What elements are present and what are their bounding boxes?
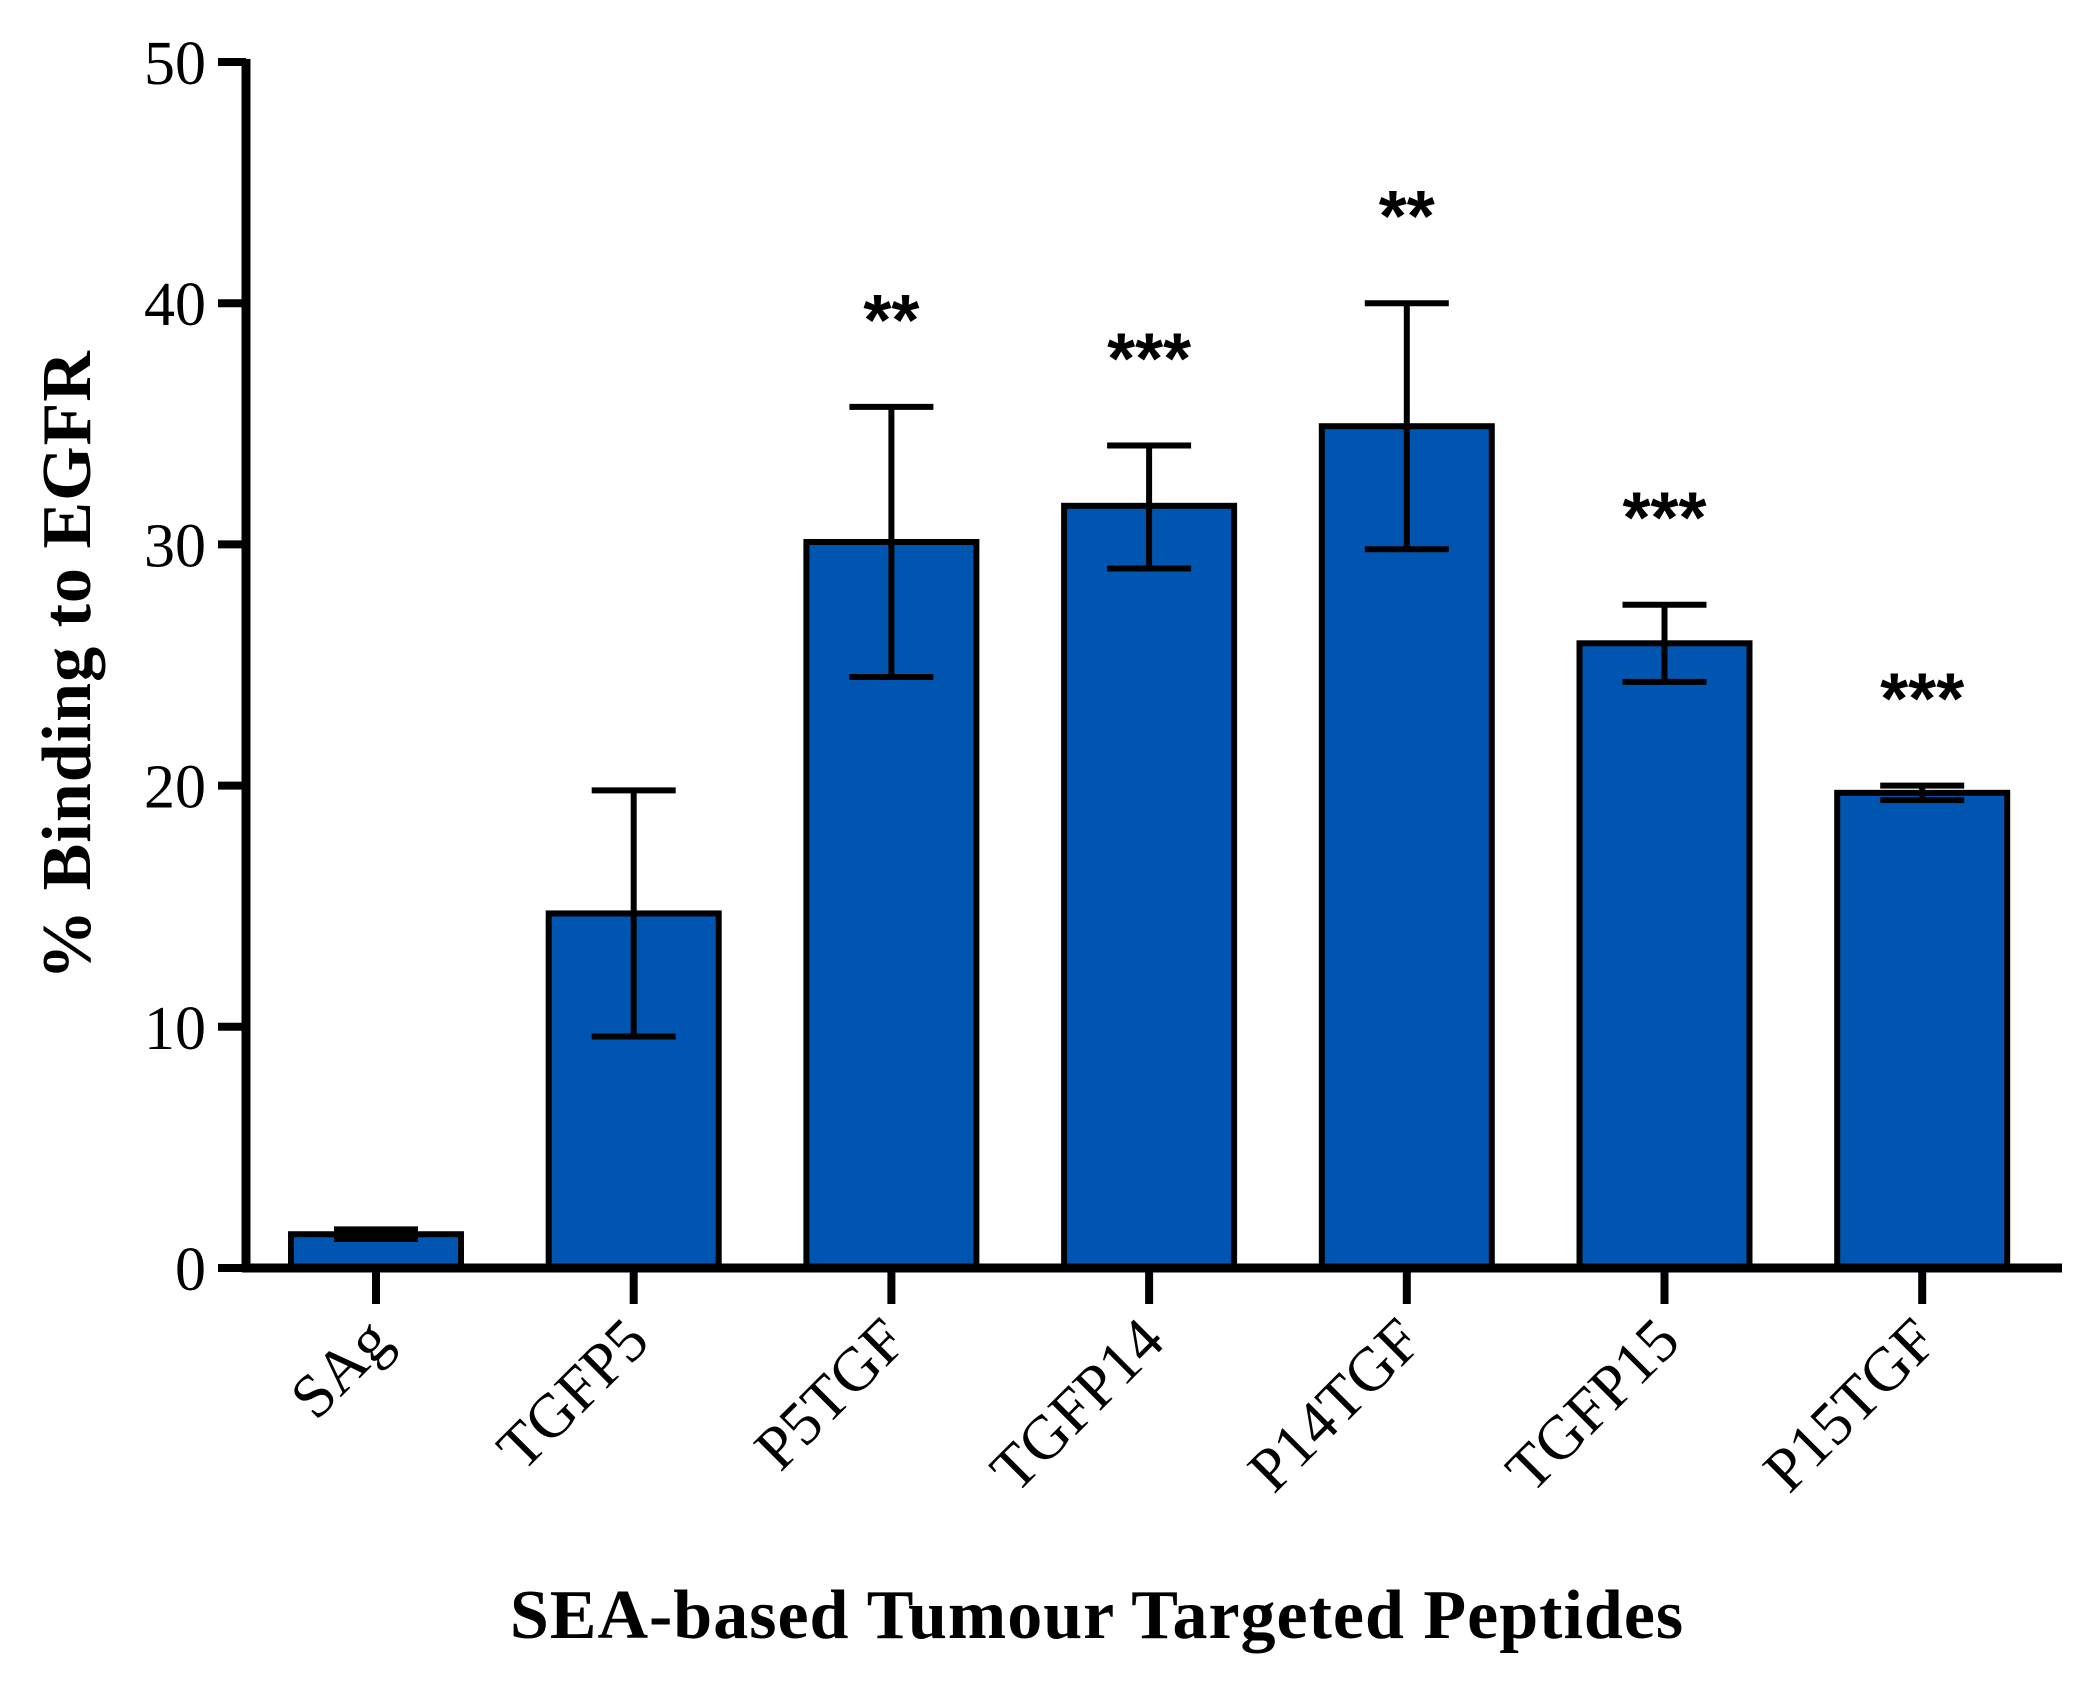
axes-layer (218, 58, 2062, 1304)
y-tick-label-0: 0 (175, 1236, 206, 1304)
significance-label-TGFP15: *** (1622, 479, 1706, 559)
x-tick-label-P14TGF: P14TGF (1236, 1306, 1435, 1505)
y-tick-label-20: 20 (144, 754, 206, 822)
x-tick-label-SAg: SAg (278, 1306, 404, 1432)
x-tick-label-TGFP5: TGFP5 (484, 1306, 661, 1483)
significance-layer: ** *********** (863, 177, 1964, 739)
significance-label-P15TGF: *** (1880, 660, 1964, 740)
bar-TGFP15 (1576, 640, 1753, 1271)
bar-TGFP14 (1061, 502, 1238, 1272)
x-axis-title: SEA-based Tumour Targeted Peptides (510, 1577, 1684, 1654)
y-tick-label-30: 30 (144, 512, 206, 580)
y-tick-label-10: 10 (144, 995, 206, 1063)
error-bars-layer (334, 300, 1965, 1243)
significance-label-P5TGF: ** (863, 281, 919, 361)
x-tick-label-P15TGF: P15TGF (1751, 1306, 1950, 1505)
y-axis-title: % Binding to EGFR (29, 350, 106, 980)
y-tick-label-40: 40 (144, 271, 206, 339)
y-tick-label-50: 50 (144, 30, 206, 98)
significance-label-P14TGF: ** (1379, 177, 1435, 257)
x-tick-label-TGFP15: TGFP15 (1493, 1306, 1692, 1505)
bar-P15TGF (1834, 789, 2011, 1271)
bar-P14TGF (1318, 423, 1495, 1272)
significance-label-TGFP14: *** (1107, 320, 1191, 400)
x-tick-label-P5TGF: P5TGF (742, 1306, 919, 1483)
x-tick-label-TGFP14: TGFP14 (978, 1306, 1177, 1505)
